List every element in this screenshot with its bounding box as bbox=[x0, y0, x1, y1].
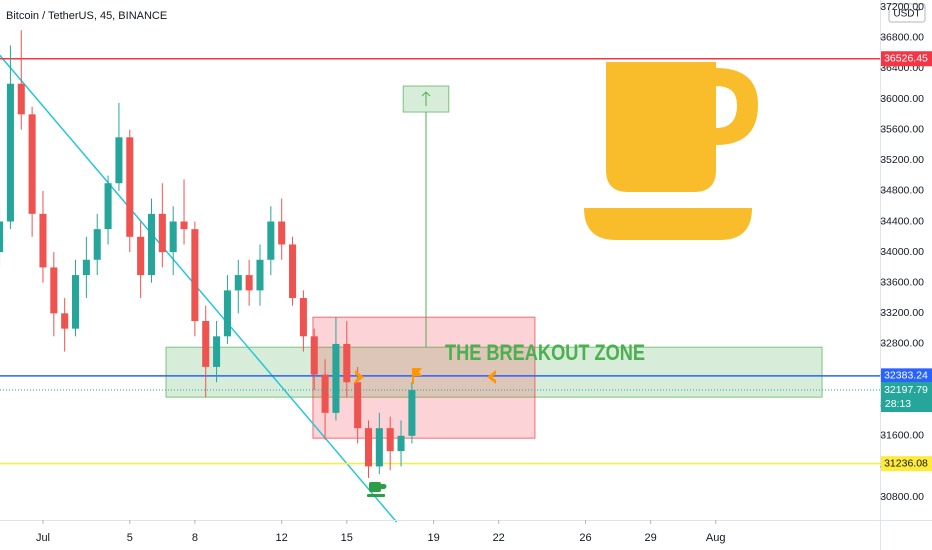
level-tag-bg bbox=[881, 368, 932, 384]
candle-body bbox=[332, 343, 340, 413]
annotation: THE BREAKOUT ZONE bbox=[445, 340, 645, 365]
candle-body bbox=[71, 275, 80, 329]
candle-body bbox=[213, 336, 221, 367]
candle-body bbox=[223, 290, 231, 337]
candle-body bbox=[82, 259, 90, 276]
candle-body bbox=[180, 221, 188, 230]
arrow-markers bbox=[355, 368, 496, 384]
x-tick-label: 12 bbox=[276, 532, 288, 544]
candle-body bbox=[364, 428, 373, 467]
y-tick-label: 35600.00 bbox=[880, 123, 924, 135]
candle-body bbox=[39, 213, 47, 268]
y-tick-label: 32800.00 bbox=[880, 338, 924, 350]
chart-title: Bitcoin / TetherUS, 45, BINANCE bbox=[6, 10, 167, 22]
candle-body bbox=[50, 267, 58, 314]
candle-body bbox=[397, 435, 405, 452]
y-tick-label: 34800.00 bbox=[880, 185, 924, 197]
x-tick-label: 29 bbox=[644, 532, 656, 544]
candle-body bbox=[321, 374, 329, 413]
candle-body bbox=[17, 83, 25, 115]
candle-body bbox=[256, 259, 264, 291]
candle-body bbox=[234, 275, 242, 291]
x-tick-label: Jul bbox=[36, 532, 50, 544]
last-price-bg bbox=[881, 382, 932, 413]
small-coffee-icon bbox=[367, 482, 387, 497]
y-tick-label: 34000.00 bbox=[880, 246, 924, 258]
candle-body bbox=[245, 275, 253, 291]
level-tag: 31236.08 bbox=[884, 457, 928, 469]
candle-body bbox=[343, 343, 351, 383]
y-tick-label: 37200.00 bbox=[880, 1, 924, 13]
candle-body bbox=[93, 229, 101, 260]
y-tick-label: 33200.00 bbox=[880, 307, 924, 319]
last-price: 32197.79 bbox=[884, 384, 928, 396]
x-tick-label: 15 bbox=[341, 532, 353, 544]
candle-body bbox=[202, 321, 210, 367]
y-tick-label: 34400.00 bbox=[880, 215, 924, 227]
y-tick-label: 30800.00 bbox=[880, 491, 924, 503]
currency: USDT bbox=[893, 9, 920, 20]
candle-body bbox=[375, 428, 383, 467]
countdown: 28:13 bbox=[885, 398, 911, 410]
candle-body bbox=[28, 114, 36, 214]
x-tick-label: 5 bbox=[127, 532, 133, 544]
candle-body bbox=[137, 236, 145, 276]
target-arrow bbox=[421, 91, 431, 107]
x-tick-label: 8 bbox=[192, 532, 198, 544]
y-tick-label: 36800.00 bbox=[880, 32, 924, 44]
candle-body bbox=[191, 229, 199, 322]
currency-badge bbox=[888, 3, 926, 23]
candle-body bbox=[158, 213, 166, 253]
candle-body bbox=[6, 83, 14, 222]
level-tag: 32383.24 bbox=[884, 370, 928, 382]
x-tick-label: 22 bbox=[493, 532, 505, 544]
level-tag-bg bbox=[881, 51, 932, 67]
candle-body bbox=[278, 221, 286, 245]
x-tick-label: 26 bbox=[579, 532, 591, 544]
candle-body bbox=[267, 221, 275, 260]
candle-body bbox=[104, 183, 112, 230]
candle-body bbox=[0, 221, 4, 253]
coffee-icon bbox=[584, 62, 758, 240]
candle-body bbox=[354, 382, 362, 429]
level-tag: 36526.45 bbox=[884, 53, 928, 65]
candle-body bbox=[147, 213, 156, 276]
candle-body bbox=[115, 137, 123, 184]
plot-area: THE BREAKOUT ZONE bbox=[0, 30, 880, 523]
candle-body bbox=[289, 244, 297, 299]
candle-body bbox=[61, 313, 69, 329]
y-tick-label: 36000.00 bbox=[880, 93, 924, 105]
x-tick-label: Aug bbox=[706, 532, 726, 544]
candle-body bbox=[126, 137, 134, 237]
candle-body bbox=[299, 298, 307, 337]
x-tick-label: 19 bbox=[427, 532, 439, 544]
candle-body bbox=[310, 336, 318, 375]
candle-body bbox=[408, 390, 416, 436]
level-tag-bg bbox=[881, 456, 932, 472]
candle-body bbox=[386, 428, 394, 452]
y-tick-label: 35200.00 bbox=[880, 154, 924, 166]
y-tick-label: 33600.00 bbox=[880, 277, 924, 289]
candle-body bbox=[169, 221, 177, 253]
y-tick-label: 31600.00 bbox=[880, 430, 924, 442]
